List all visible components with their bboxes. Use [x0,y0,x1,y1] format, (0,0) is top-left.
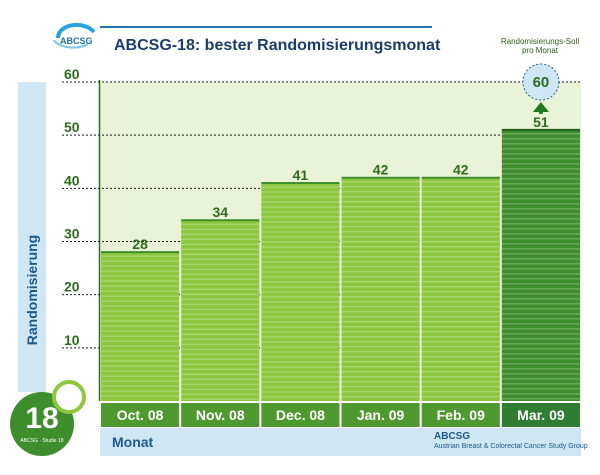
footer-org-long: Austrian Breast & Colorectal Cancer Stud… [434,443,588,450]
target-value-label: 60 [533,74,550,91]
bar [181,220,260,401]
plot-background [100,82,581,401]
category-cell [101,403,180,427]
x-axis-band [100,428,581,456]
bar [261,183,340,401]
x-tick-label: Oct. 08 [117,407,164,423]
y-tick-label: 10 [64,332,80,348]
x-tick-label: Jan. 09 [357,407,405,423]
y-tick-label: 30 [64,226,80,242]
x-tick-label: Nov. 08 [196,407,245,423]
x-tick-label: Dec. 08 [276,407,325,423]
chart-title: ABCSG-18: bester Randomisierungsmonat [114,37,441,54]
bar-value-label: 42 [373,162,389,178]
bar [501,129,580,401]
badge-number: 18 [25,402,59,435]
category-cell [501,403,580,427]
bar-value-label: 34 [212,204,228,220]
category-cell [421,403,500,427]
target-caption: Randomisierungs-Soll pro Monat [494,37,586,55]
bar-value-label: 28 [132,236,148,252]
bar-value-label: 42 [453,162,469,178]
x-tick-label: Mar. 09 [517,407,565,423]
y-tick-label: 40 [64,172,80,188]
abcsg-logo: ABCSG [44,18,104,58]
target-circle [522,63,560,101]
target-caption-line2: pro Monat [521,46,559,55]
category-cell [261,403,340,427]
bar-value-label: 51 [533,114,549,130]
badge-dot-icon [52,380,86,414]
x-axis-label: Monat [112,434,154,450]
y-axis-band [18,82,46,392]
y-tick-label: 60 [64,66,80,82]
logo-swoosh-icon [53,22,96,49]
x-tick-label: Feb. 09 [437,407,485,423]
bar [421,177,500,401]
bar-value-label: 41 [293,167,309,183]
bar [101,252,180,401]
footer-org-short: ABCSG [434,431,471,442]
category-cell [181,403,260,427]
target-arrow-head-icon [532,102,549,112]
y-tick-label: 20 [64,279,80,295]
y-tick-label: 50 [64,119,80,135]
header-rule [100,26,432,28]
badge-subtitle: ABCSG · Studie 18 [20,438,64,444]
category-cell [341,403,420,427]
target-caption-line1: Randomisierungs-Soll [500,37,580,46]
footer-org: ABCSG Austrian Breast & Colorectal Cance… [434,431,588,451]
logo-text: ABCSG [60,36,93,46]
bar [341,177,420,401]
